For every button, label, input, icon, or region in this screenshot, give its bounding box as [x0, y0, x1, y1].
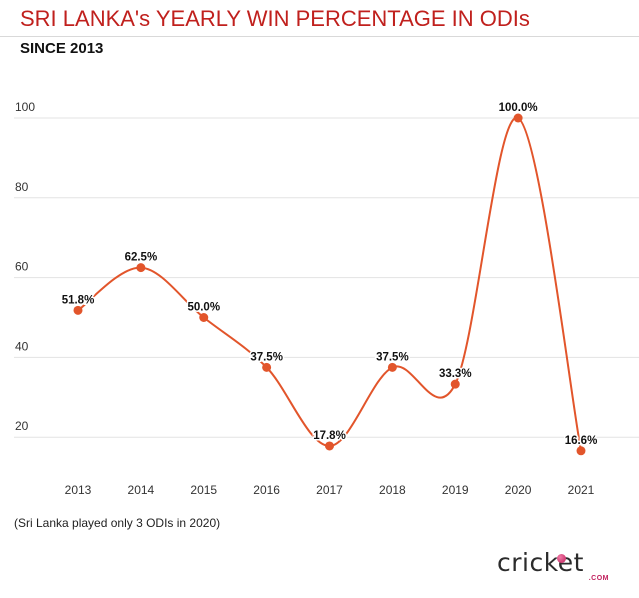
- data-points: [73, 113, 586, 456]
- data-labels: 51.8% 62.5% 50.0% 37.5% 17.8% 37.5% 33.3% 100.0…: [60, 101, 599, 449]
- data-point-2016: [262, 362, 272, 372]
- data-label-2017: 17.8%: [313, 430, 346, 442]
- data-point-2019: [450, 379, 460, 389]
- data-label-2016: 37.5%: [250, 351, 283, 363]
- logo-suffix: .COM: [588, 575, 609, 582]
- data-label-2020: 100.0%: [499, 102, 538, 114]
- data-point-2020: [513, 113, 523, 123]
- x-tick-label: 2019: [442, 483, 469, 497]
- x-tick-label: 2020: [505, 483, 532, 497]
- data-point-2018: [387, 362, 397, 372]
- x-tick-label: 2015: [190, 483, 217, 497]
- footnote: (Sri Lanka played only 3 ODIs in 2020): [14, 516, 221, 530]
- x-tick-label: 2014: [128, 483, 155, 497]
- x-tick-label: 2021: [568, 483, 595, 497]
- chart-subtitle: SINCE 2013: [20, 40, 104, 57]
- y-tick-label: 60: [15, 260, 29, 274]
- x-axis-ticks: 2013 2014 2015 2016 2017 2018 2019 2020 2021: [65, 483, 595, 497]
- data-point-2015: [199, 313, 209, 322]
- x-tick-label: 2018: [379, 483, 406, 497]
- cricket-com-logo: cricket .COM: [497, 550, 609, 582]
- chart-title: SRI LANKA's YEARLY WIN PERCENTAGE IN ODI…: [20, 6, 530, 31]
- y-axis-ticks: 20 40 60 80 100: [15, 100, 35, 433]
- logo-wordmark: cricket: [497, 548, 584, 577]
- data-label-2015: 50.0%: [187, 302, 220, 314]
- data-point-2021: [576, 446, 586, 456]
- data-label-2013: 51.8%: [62, 294, 95, 306]
- y-tick-label: 20: [15, 419, 29, 433]
- y-tick-label: 100: [15, 100, 35, 114]
- x-tick-label: 2013: [65, 483, 92, 497]
- data-point-2014: [136, 263, 146, 273]
- y-tick-label: 80: [15, 180, 29, 194]
- title-divider: [0, 36, 639, 37]
- y-tick-label: 40: [15, 339, 29, 353]
- data-label-2018: 37.5%: [376, 351, 409, 363]
- data-label-2019: 33.3%: [439, 368, 472, 380]
- x-tick-label: 2016: [253, 483, 280, 497]
- data-point-2013: [73, 305, 83, 315]
- x-tick-label: 2017: [316, 483, 343, 497]
- logo-ball-icon: [557, 554, 566, 563]
- data-label-2014: 62.5%: [125, 252, 158, 264]
- line-chart: 20 40 60 80 100 2013 2014 2015 2016 2017 2018 2019…: [14, 100, 639, 497]
- data-label-2021: 16.6%: [565, 435, 598, 447]
- data-point-2017: [325, 441, 334, 451]
- gridlines: [14, 117, 639, 438]
- series-line: [77, 116, 582, 451]
